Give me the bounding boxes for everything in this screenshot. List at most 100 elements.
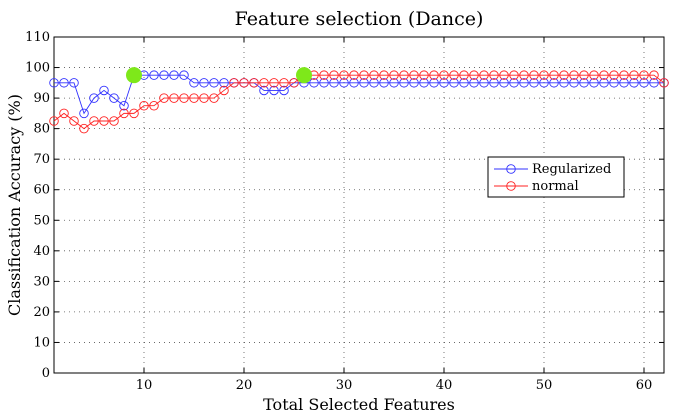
- data-point: [139, 100, 149, 111]
- data-point: [49, 78, 59, 88]
- data-point: [219, 85, 229, 96]
- data-point: [89, 116, 99, 126]
- x-tick-label: 60: [636, 378, 653, 393]
- data-point: [459, 78, 469, 88]
- y-tick-label: 50: [33, 213, 50, 228]
- data-point: [479, 78, 489, 88]
- data-point: [519, 78, 529, 88]
- data-point: [589, 78, 599, 88]
- data-point: [439, 78, 449, 88]
- data-point: [309, 78, 319, 88]
- data-point: [559, 70, 569, 80]
- data-point: [629, 70, 639, 80]
- chart-title: Feature selection (Dance): [235, 8, 484, 30]
- data-point: [639, 78, 649, 88]
- data-point: [549, 70, 559, 80]
- y-tick-label: 80: [33, 122, 50, 137]
- data-point: [199, 78, 209, 88]
- y-axis-ticks: 0 10 20 30 40 50 60 70 80 90 100 110: [25, 30, 664, 381]
- data-point: [369, 78, 379, 88]
- data-point: [419, 78, 429, 88]
- x-tick-label: 40: [436, 378, 453, 393]
- data-point: [199, 93, 209, 103]
- y-tick-label: 0: [42, 366, 50, 381]
- data-point: [119, 108, 129, 119]
- data-point: [629, 78, 639, 88]
- data-point: [179, 70, 189, 80]
- x-axis-ticks: 10 20 30 40 50 60: [136, 37, 653, 393]
- grid: [54, 37, 664, 373]
- data-point: [469, 78, 479, 88]
- data-point: [279, 78, 289, 88]
- y-axis-label: Classification Accuracy (%): [5, 94, 24, 316]
- data-point: [379, 70, 389, 80]
- data-point: [269, 78, 279, 88]
- legend-label: Regularized: [532, 162, 611, 177]
- data-point: [399, 70, 409, 80]
- data-point: [59, 108, 69, 119]
- data-point: [529, 70, 539, 80]
- data-point: [349, 78, 359, 88]
- data-point: [259, 78, 269, 88]
- legend-marker: [506, 164, 516, 174]
- data-point: [249, 78, 259, 88]
- data-point: [159, 70, 169, 80]
- data-point: [99, 85, 109, 96]
- data-point: [339, 70, 349, 80]
- data-point: [69, 116, 79, 126]
- data-point: [569, 70, 579, 80]
- series-layer: [49, 70, 669, 134]
- data-point: [319, 70, 329, 80]
- data-point: [149, 100, 159, 111]
- data-point: [89, 93, 99, 103]
- y-tick-label: 10: [33, 335, 50, 350]
- data-point: [489, 70, 499, 80]
- data-point: [549, 78, 559, 88]
- data-point: [499, 78, 509, 88]
- data-point: [449, 70, 459, 80]
- data-point: [279, 85, 289, 96]
- data-point: [159, 93, 169, 103]
- data-point: [569, 78, 579, 88]
- data-point: [459, 70, 469, 80]
- data-point: [429, 78, 439, 88]
- data-point: [349, 70, 359, 80]
- data-point: [109, 93, 119, 103]
- legend-label: normal: [532, 179, 579, 194]
- data-point: [169, 70, 179, 80]
- data-point: [79, 108, 89, 119]
- x-tick-label: 10: [136, 378, 153, 393]
- data-point: [559, 78, 569, 88]
- data-point: [69, 78, 79, 88]
- data-point: [499, 70, 509, 80]
- y-tick-label: 110: [25, 30, 50, 45]
- x-tick-label: 30: [336, 378, 353, 393]
- data-point: [649, 78, 659, 88]
- series-line: [54, 74, 664, 115]
- data-point: [609, 78, 619, 88]
- data-point: [259, 85, 269, 96]
- series-regularized: [49, 70, 669, 119]
- data-point: [439, 70, 449, 80]
- data-point: [429, 70, 439, 80]
- data-point: [319, 78, 329, 88]
- y-tick-label: 90: [33, 91, 50, 106]
- data-point: [469, 70, 479, 80]
- data-point: [189, 78, 199, 88]
- x-tick-label: 50: [536, 378, 553, 393]
- data-point: [149, 70, 159, 80]
- data-point: [479, 70, 489, 80]
- series-line: [53, 74, 665, 130]
- data-point: [129, 108, 139, 119]
- data-point: [119, 100, 129, 111]
- data-point: [639, 70, 649, 80]
- data-point: [609, 70, 619, 80]
- series-normal: [49, 70, 669, 134]
- data-point: [229, 78, 239, 88]
- legend: Regularized normal: [487, 156, 625, 198]
- data-point: [169, 93, 179, 103]
- highlight-layer: [126, 67, 312, 84]
- data-point: [539, 70, 549, 80]
- data-point: [619, 70, 629, 80]
